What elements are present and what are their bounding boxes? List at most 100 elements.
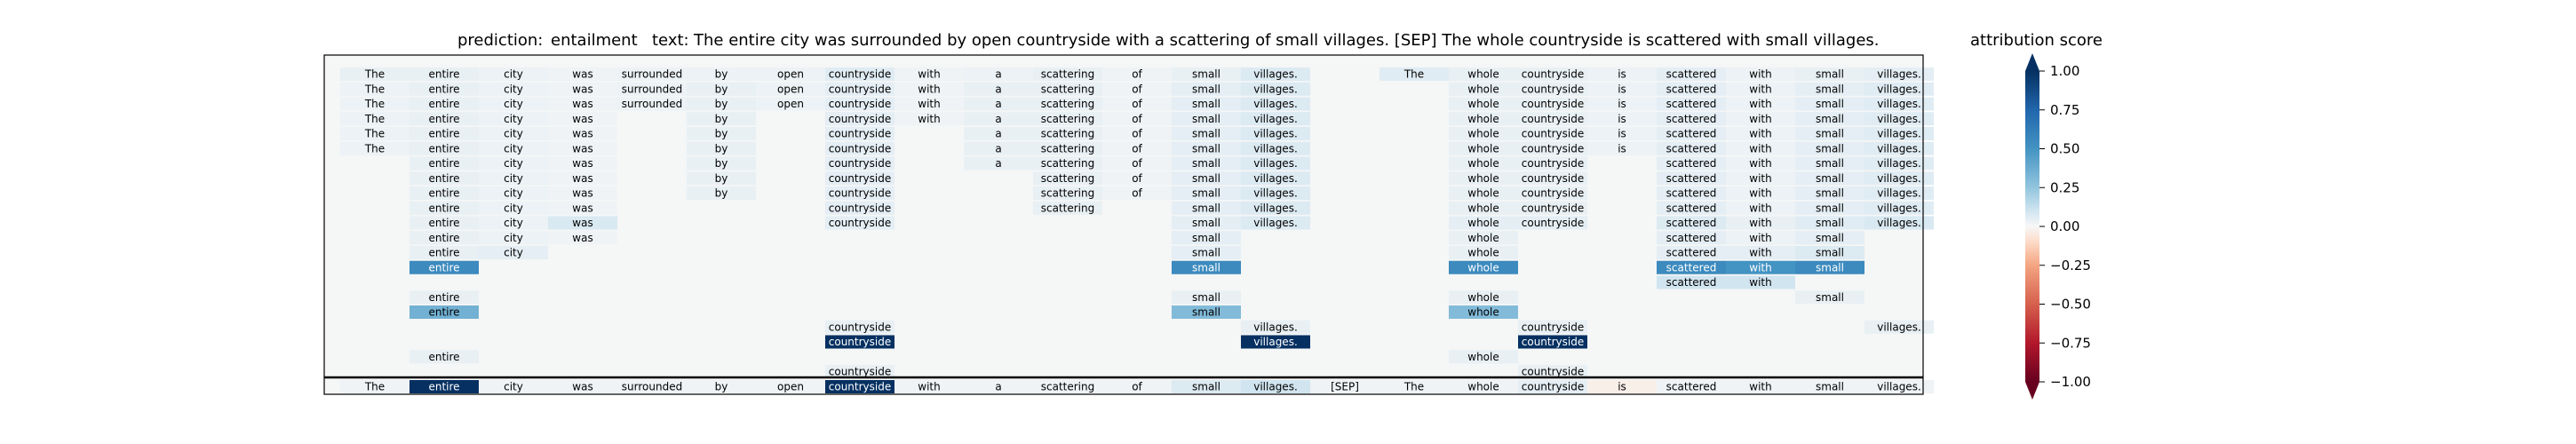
row-11-token-label: whole [1467, 232, 1499, 244]
bottom-row-token-label: small [1192, 381, 1220, 393]
row-5-cell [1033, 141, 1102, 155]
row-9-cell [1795, 201, 1864, 215]
bottom-row-token-label: with [1749, 381, 1771, 393]
row-6-cell [1241, 156, 1310, 170]
row-7-cell [1172, 171, 1241, 186]
row-3-token-label: small [1816, 113, 1844, 125]
row-18-token-label: countryside [1522, 336, 1584, 348]
bottom-row-cell [825, 380, 894, 393]
row-10-token-label: city [504, 217, 523, 229]
row-2-token-label: The [364, 98, 385, 110]
row-4-token-label: small [1816, 128, 1844, 140]
row-18-token-label: villages. [1253, 336, 1298, 348]
row-16-cell [1172, 305, 1241, 319]
row-6-token-label: city [504, 157, 523, 170]
bottom-row-token-label: surrounded [622, 381, 682, 393]
row-8-cell [1449, 186, 1518, 200]
row-13-token-label: whole [1467, 261, 1499, 274]
row-5-cell [964, 141, 1033, 155]
row-0-cell [1795, 67, 1864, 81]
row-9-token-label: villages. [1877, 202, 1921, 214]
row-6-token-label: small [1192, 157, 1220, 170]
row-0-cell [1172, 67, 1241, 81]
row-3-cell [1518, 112, 1587, 126]
row-2-cell [548, 97, 617, 111]
colorbar-tick-label: 1.00 [2050, 63, 2079, 79]
row-4-token-label: is [1618, 128, 1626, 140]
row-5-token-label: city [504, 142, 523, 155]
row-8-cell [1518, 186, 1587, 200]
bottom-row-cell [1102, 380, 1172, 393]
row-5-token-label: The [364, 142, 385, 155]
row-2-token-label: with [1749, 98, 1771, 110]
row-2-cell [1449, 97, 1518, 111]
row-8-token-label: small [1816, 187, 1844, 200]
row-3-cell [479, 112, 548, 126]
row-18-cell [825, 335, 894, 349]
row-10-cell [1657, 216, 1726, 230]
row-0-token-label: scattering [1041, 68, 1095, 81]
row-9-cell [1864, 201, 1934, 215]
row-6-token-label: scattering [1041, 157, 1095, 170]
row-7-cell [1033, 171, 1102, 186]
row-2-cell [409, 97, 479, 111]
bottom-row-token-label: by [715, 381, 728, 393]
row-1-token-label: villages. [1253, 83, 1298, 95]
row-7-token-label: scattered [1666, 172, 1717, 185]
bottom-row-token-label: villages. [1253, 381, 1298, 393]
row-8-token-label: scattered [1666, 187, 1717, 200]
row-1-token-label: city [504, 83, 523, 95]
row-2-token-label: with [918, 98, 940, 110]
row-10-cell [479, 216, 548, 230]
row-7-cell [687, 171, 756, 186]
panel-border [323, 54, 1924, 395]
row-11-cell [1449, 231, 1518, 245]
bottom-row-token-label: villages. [1877, 381, 1921, 393]
row-6-cell [1657, 156, 1726, 170]
row-0-token-label: small [1816, 68, 1844, 81]
row-5-cell [825, 141, 894, 155]
row-12-token-label: city [504, 247, 523, 259]
bottom-row-cell [756, 380, 825, 393]
row-1-token-label: whole [1467, 83, 1499, 95]
colorbar-tick-label: −0.25 [2050, 258, 2091, 274]
row-0-cell [1726, 67, 1795, 81]
row-1-token-label: The [364, 83, 385, 95]
row-3-token-label: city [504, 113, 523, 125]
row-7-cell [1864, 171, 1934, 186]
row-8-token-label: small [1192, 187, 1220, 200]
row-2-token-label: countryside [829, 98, 891, 110]
row-4-token-label: villages. [1253, 128, 1298, 140]
bottom-row-token-label: city [504, 381, 523, 393]
row-4-token-label: city [504, 128, 523, 140]
row-2-token-label: of [1132, 98, 1142, 110]
row-1-cell [687, 82, 756, 96]
row-0-token-label: scattered [1666, 68, 1717, 81]
bottom-row-cell [617, 380, 687, 393]
row-5-cell [479, 141, 548, 155]
row-2-cell [1518, 97, 1587, 111]
bottom-row-token-label: was [572, 381, 592, 393]
bottom-row-cell [1864, 380, 1934, 393]
row-10-cell [1449, 216, 1518, 230]
row-0-token-label: The [364, 68, 385, 81]
row-8-token-label: scattering [1041, 187, 1095, 200]
row-3-cell [894, 112, 964, 126]
row-4-cell [1033, 127, 1102, 140]
row-10-token-label: countryside [1522, 217, 1584, 229]
row-8-token-label: of [1132, 187, 1142, 200]
row-12-token-label: small [1816, 247, 1844, 259]
row-0-cell [825, 67, 894, 81]
row-1-token-label: small [1816, 83, 1844, 95]
row-1-cell [340, 82, 409, 96]
row-4-cell [825, 127, 894, 140]
row-4-cell [1172, 127, 1241, 140]
row-9-token-label: with [1749, 202, 1771, 214]
row-1-token-label: with [1749, 83, 1771, 95]
row-8-cell [1033, 186, 1102, 200]
row-8-token-label: villages. [1877, 187, 1921, 200]
row-2-token-label: by [715, 98, 728, 110]
row-1-cell [1864, 82, 1934, 96]
row-10-cell [825, 216, 894, 230]
row-7-token-label: villages. [1877, 172, 1921, 185]
